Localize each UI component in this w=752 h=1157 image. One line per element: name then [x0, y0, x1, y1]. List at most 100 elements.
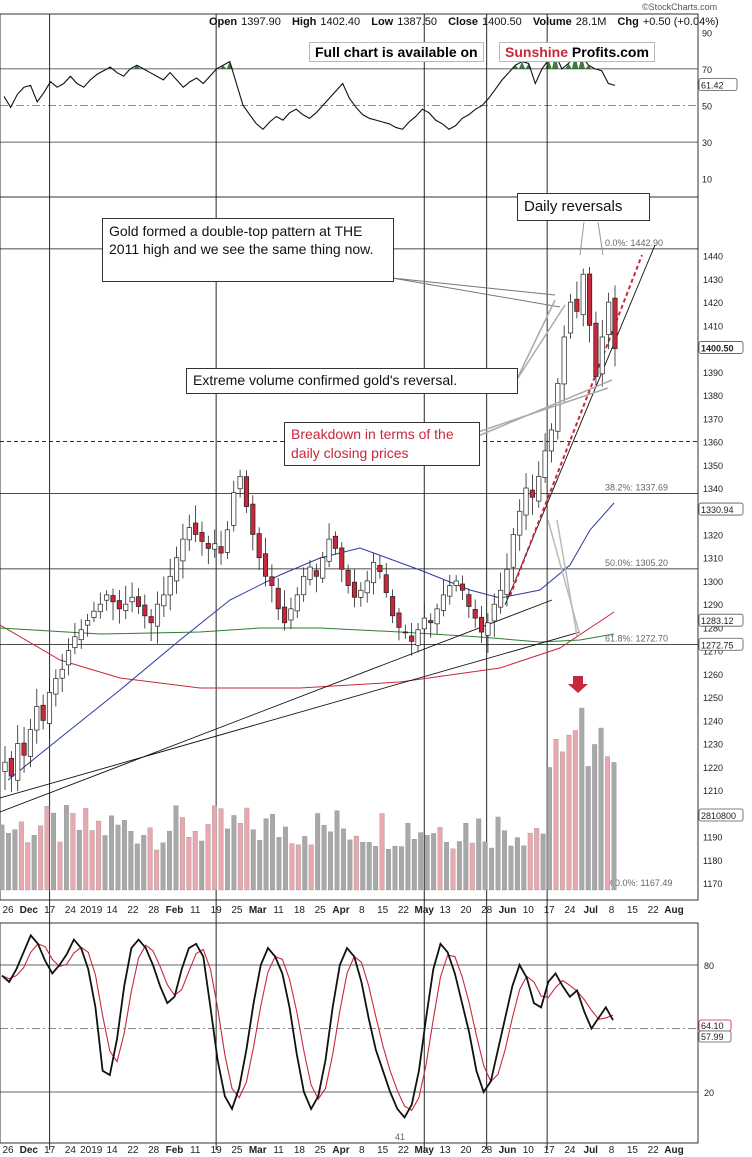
ma-green-line — [0, 627, 615, 643]
candle-body — [326, 538, 332, 562]
volume-bar — [489, 847, 495, 891]
volume-bar — [96, 820, 102, 891]
pointer-breakdown-2 — [477, 379, 613, 437]
candle-body — [434, 608, 440, 625]
x-tick-label: Apr — [332, 905, 349, 916]
volume-bar — [540, 833, 546, 891]
price-tag-box — [698, 341, 744, 354]
volume-bar — [160, 842, 166, 891]
volume-label: Volume — [532, 16, 572, 28]
stoch-x-tick-label: 22 — [127, 1145, 139, 1156]
promo-profits: Profits.com — [571, 44, 649, 60]
close-label: Close — [448, 16, 479, 28]
stoch-x-tick-label: Jun — [499, 1145, 517, 1156]
x-tick-label: 26 — [2, 905, 14, 916]
candle-body — [485, 622, 491, 636]
stoch-x-tick-label: Jul — [584, 1145, 599, 1156]
candle-body — [555, 383, 561, 432]
pointer-reversal-1 — [579, 221, 585, 256]
candle-body — [453, 580, 459, 586]
candle-body — [27, 729, 33, 757]
volume-bar — [598, 727, 604, 891]
stoch-x-tick-label: 22 — [648, 1145, 660, 1156]
volume-bar — [109, 815, 114, 891]
candle-body — [174, 557, 180, 582]
stoch-current-tag — [698, 1030, 732, 1043]
candle-body — [142, 604, 148, 617]
candle-body — [123, 603, 129, 611]
volume-bar — [321, 824, 327, 891]
volume-bar — [70, 813, 76, 891]
stoch-x-tick-label: 14 — [107, 1145, 119, 1156]
volume-bar — [328, 831, 333, 891]
stoch-x-tick-label: Feb — [166, 1145, 184, 1156]
volume-bar — [579, 707, 585, 891]
volume-bar — [231, 815, 237, 891]
volume-bar — [257, 840, 263, 891]
x-tick-label: 18 — [294, 905, 306, 916]
volume-bar — [18, 821, 24, 891]
price-tag-box — [698, 637, 744, 651]
high-value: 1402.40 — [320, 16, 361, 28]
stoch-x-tick-label: 19 — [211, 1145, 223, 1156]
x-tick-label: 28 — [148, 905, 160, 916]
price-tick-1360: 1360 — [703, 438, 723, 448]
price-tick-1290: 1290 — [703, 600, 723, 610]
promo-sunshine-profits[interactable]: Sunshine Profits.com — [499, 42, 655, 62]
volume-bar — [405, 822, 411, 891]
volume-bar — [179, 817, 185, 891]
fib-label: 100.0%: 1167.49 — [605, 878, 672, 888]
high-label: High — [291, 16, 317, 28]
ma-200-line — [0, 611, 615, 689]
volume-bar — [315, 813, 321, 891]
candle-body — [313, 570, 319, 577]
candle-body — [167, 575, 173, 596]
volume-bar — [102, 835, 108, 891]
candle-body — [320, 557, 326, 579]
candle-body — [472, 609, 478, 619]
price-tick-1320: 1320 — [703, 530, 723, 540]
candle-body — [21, 742, 27, 756]
rising-trend-line — [504, 244, 656, 606]
volume-bar — [237, 823, 243, 891]
candle-body — [383, 574, 389, 593]
price-tick-1410: 1410 — [703, 321, 723, 331]
candle-body — [428, 620, 434, 624]
volume-bar — [534, 828, 540, 891]
price-tick-1300: 1300 — [703, 577, 723, 587]
candle-body — [421, 617, 427, 630]
candle-body — [97, 603, 103, 613]
candle-body — [269, 576, 275, 586]
x-tick-label: Jun — [499, 905, 517, 916]
candle-body — [15, 743, 21, 781]
stoch-k-line — [1, 933, 614, 1119]
volume-bar — [147, 827, 153, 891]
volume-bar — [463, 823, 469, 891]
price-tag-value: 1330.94 — [701, 505, 734, 515]
volume-bar — [76, 829, 82, 891]
volume-bar — [115, 824, 121, 891]
candle-body — [78, 629, 84, 641]
volume-bar — [5, 833, 11, 891]
volume-bar — [373, 846, 379, 891]
stoch-x-tick-label: 10 — [523, 1145, 535, 1156]
price-tick-1210: 1210 — [703, 786, 723, 796]
candle-body — [154, 603, 161, 627]
stoch-signal-line — [1, 943, 614, 1112]
candle-body — [447, 585, 453, 597]
price-panel-frame — [0, 196, 699, 901]
stoch-x-tick-label: 26 — [2, 1145, 14, 1156]
volume-bar — [128, 830, 134, 891]
pointer-reversal-2 — [597, 221, 604, 256]
candle-body — [402, 631, 408, 634]
stoch-current-value: 57.99 — [701, 1032, 724, 1042]
x-tick-label: 24 — [65, 905, 77, 916]
volume-bar — [469, 842, 475, 891]
candle-body — [536, 476, 542, 502]
candle-body — [34, 706, 40, 731]
volume-bar — [167, 830, 172, 891]
x-tick-label: 15 — [627, 905, 639, 916]
stoch-x-tick-label: 8 — [609, 1145, 615, 1156]
annotation-daily-reversals: Daily reversals — [517, 193, 650, 221]
volume-bar — [199, 840, 205, 891]
